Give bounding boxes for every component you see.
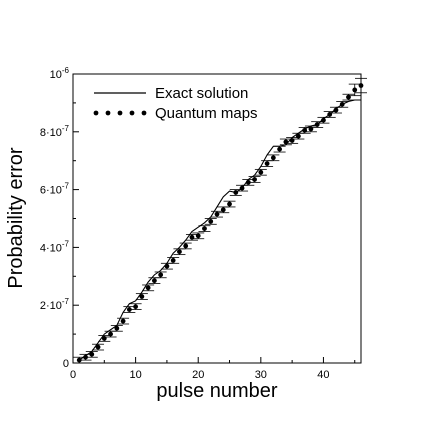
y-tick-label: 10-6 [50, 66, 70, 81]
quantum-maps-point [229, 189, 242, 196]
x-tick-label: 40 [317, 369, 329, 381]
y-tick-label: 2·10-7 [40, 297, 70, 312]
legend-label-maps: Quantum maps [155, 105, 258, 122]
quantum-maps-point [273, 145, 286, 153]
quantum-maps-point [223, 200, 236, 208]
quantum-maps-point [117, 317, 130, 325]
exact-solution-series [78, 99, 361, 361]
quantum-maps-point [342, 93, 355, 101]
quantum-maps-point [198, 225, 211, 232]
quantum-maps-point [148, 277, 161, 284]
x-tick-label: 10 [129, 369, 141, 381]
quantum-maps-point [336, 101, 349, 108]
quantum-maps-point [236, 184, 249, 192]
y-axis-label: Probability error [5, 147, 27, 289]
y-tick-label: 6·10-7 [40, 182, 70, 197]
x-axis-label: pulse number [156, 380, 278, 402]
y-tick-label: 8·10-7 [40, 124, 70, 139]
x-tick-label: 0 [70, 369, 76, 381]
legend-dots-maps [93, 110, 147, 116]
quantum-maps-point [129, 303, 142, 310]
quantum-maps-point [142, 284, 155, 292]
y-tick-label: 4·10-7 [40, 239, 70, 254]
y-tick-label: 0 [63, 358, 69, 370]
quantum-maps-point [167, 257, 180, 264]
quantum-maps-point [348, 83, 361, 97]
x-tick-label: 20 [192, 369, 204, 381]
quantum-maps-point [85, 351, 98, 358]
quantum-maps-point [123, 306, 136, 313]
quantum-maps-point [311, 121, 324, 128]
quantum-maps-point [248, 176, 261, 183]
x-tick-label: 30 [255, 369, 267, 381]
quantum-maps-point [267, 154, 280, 162]
legend-label-exact: Exact solution [155, 85, 248, 102]
legend: Exact solution Quantum maps [93, 85, 258, 122]
quantum-maps-point [92, 343, 105, 351]
quantum-maps-point [254, 168, 267, 176]
quantum-maps-point [242, 179, 255, 186]
quantum-maps-point [217, 206, 230, 214]
quantum-maps-series [73, 77, 367, 364]
quantum-maps-point [355, 77, 367, 94]
quantum-maps-point [179, 242, 192, 250]
exact-solution-line [78, 99, 361, 361]
quantum-maps-point [135, 293, 148, 300]
quantum-maps-point [192, 232, 205, 240]
y-axis: 0 2·10-7 4·10-7 6·10-7 8·10-7 10-6 [40, 66, 79, 370]
x-axis: 0 10 20 30 40 [70, 357, 356, 381]
quantum-maps-point [154, 271, 167, 279]
quantum-maps-point [323, 111, 336, 118]
quantum-maps-point [110, 325, 123, 332]
quantum-maps-point [104, 330, 117, 338]
quantum-maps-point [204, 218, 217, 225]
